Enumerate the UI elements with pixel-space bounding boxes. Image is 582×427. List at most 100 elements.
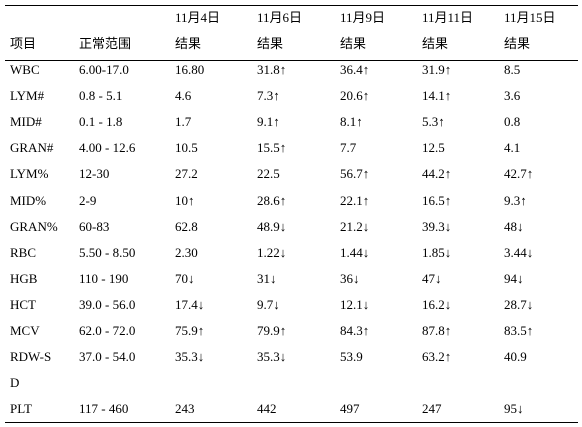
row-value: 8.5 bbox=[504, 62, 521, 77]
row-value: 10↑ bbox=[175, 193, 195, 208]
row-value: 2.30 bbox=[175, 245, 198, 260]
row-value: 70↓ bbox=[175, 271, 195, 286]
row-item: LYM# bbox=[10, 88, 45, 103]
row-value: 247 bbox=[422, 401, 442, 416]
row-value: 27.2 bbox=[175, 166, 198, 181]
header-date: 11月15日 bbox=[504, 10, 556, 25]
row-value: 16.5↑ bbox=[422, 193, 452, 208]
row-value: 3.44↓ bbox=[504, 245, 534, 260]
row-value: 14.1↑ bbox=[422, 88, 452, 103]
row-value: 10.5 bbox=[175, 140, 198, 155]
row-value: 1.7 bbox=[175, 114, 192, 129]
row-value: 5.3↑ bbox=[422, 114, 445, 129]
header-date: 11月11日 bbox=[422, 10, 474, 25]
header-date: 11月4日 bbox=[175, 10, 221, 25]
row-value: 36.4↑ bbox=[340, 62, 370, 77]
row-value: 20.6↑ bbox=[340, 88, 370, 103]
row-item: GRAN% bbox=[10, 219, 58, 234]
row-value: 28.7↓ bbox=[504, 297, 534, 312]
row-value: 7.3↑ bbox=[257, 88, 280, 103]
row-range: 39.0 - 56.0 bbox=[79, 297, 136, 312]
row-value: 7.7 bbox=[340, 140, 357, 155]
row-value: 31↓ bbox=[257, 271, 277, 286]
row-range: 4.00 - 12.6 bbox=[79, 140, 136, 155]
row-value: 12.5 bbox=[422, 140, 445, 155]
row-value: 3.6 bbox=[504, 88, 521, 103]
row-value: 75.9↑ bbox=[175, 323, 205, 338]
row-value: 79.9↑ bbox=[257, 323, 287, 338]
row-value: 35.3↓ bbox=[257, 349, 287, 364]
row-value: 87.8↑ bbox=[422, 323, 452, 338]
row-value: 47↓ bbox=[422, 271, 442, 286]
row-value: 497 bbox=[340, 401, 360, 416]
header-date: 11月9日 bbox=[340, 10, 386, 25]
row-range: 62.0 - 72.0 bbox=[79, 323, 136, 338]
row-value: 53.9 bbox=[340, 349, 363, 364]
row-value: 42.7↑ bbox=[504, 166, 534, 181]
header-item: 项目 bbox=[10, 36, 37, 51]
row-item: RDW-S bbox=[10, 349, 52, 364]
row-value: 48↓ bbox=[504, 219, 524, 234]
row-value: 31.9↑ bbox=[422, 62, 452, 77]
row-range: 60-83 bbox=[79, 219, 110, 234]
row-value: 39.3↓ bbox=[422, 219, 452, 234]
row-item: MID# bbox=[10, 114, 42, 129]
row-value: 1.44↓ bbox=[340, 245, 370, 260]
row-item: WBC bbox=[10, 62, 40, 77]
row-value: 28.6↑ bbox=[257, 193, 287, 208]
row-range: 6.00-17.0 bbox=[79, 62, 129, 77]
row-value: 63.2↑ bbox=[422, 349, 452, 364]
row-value: 83.5↑ bbox=[504, 323, 534, 338]
row-range: 2-9 bbox=[79, 193, 97, 208]
row-value: 0.8 bbox=[504, 114, 521, 129]
header-result: 结果 bbox=[504, 36, 531, 51]
row-item: RBC bbox=[10, 245, 37, 260]
row-value: 4.1 bbox=[504, 140, 521, 155]
header-rule bbox=[5, 60, 578, 61]
row-range: 0.8 - 5.1 bbox=[79, 88, 123, 103]
row-range: 37.0 - 54.0 bbox=[79, 349, 136, 364]
header-result: 结果 bbox=[257, 36, 284, 51]
row-value: 21.2↓ bbox=[340, 219, 370, 234]
row-value: 4.6 bbox=[175, 88, 192, 103]
header-result: 结果 bbox=[340, 36, 367, 51]
row-value: 9.1↑ bbox=[257, 114, 280, 129]
row-value: 44.2↑ bbox=[422, 166, 452, 181]
row-value: 56.7↑ bbox=[340, 166, 370, 181]
row-value: 9.3↑ bbox=[504, 193, 527, 208]
row-value: 8.1↑ bbox=[340, 114, 363, 129]
row-item: HGB bbox=[10, 271, 38, 286]
row-value: 1.22↓ bbox=[257, 245, 287, 260]
row-value: 1.85↓ bbox=[422, 245, 452, 260]
row-value: 94↓ bbox=[504, 271, 524, 286]
header-result: 结果 bbox=[422, 36, 449, 51]
row-value: 22.5 bbox=[257, 166, 280, 181]
row-value: 95↓ bbox=[504, 401, 524, 416]
row-value: 84.3↑ bbox=[340, 323, 370, 338]
bottom-rule bbox=[5, 422, 578, 423]
row-value: 36↓ bbox=[340, 271, 360, 286]
row-value: 40.9 bbox=[504, 349, 527, 364]
row-range: 110 - 190 bbox=[79, 271, 129, 286]
row-value: 243 bbox=[175, 401, 195, 416]
row-value: 62.8 bbox=[175, 219, 198, 234]
header-range: 正常范围 bbox=[79, 36, 132, 51]
row-item: LYM% bbox=[10, 166, 49, 181]
row-item: PLT bbox=[10, 401, 32, 416]
row-value: 16.2↓ bbox=[422, 297, 452, 312]
row-range: 0.1 - 1.8 bbox=[79, 114, 123, 129]
row-value: 15.5↑ bbox=[257, 140, 287, 155]
row-value: 17.4↓ bbox=[175, 297, 205, 312]
row-value: 16.80 bbox=[175, 62, 205, 77]
row-item: HCT bbox=[10, 297, 36, 312]
row-item: GRAN# bbox=[10, 140, 54, 155]
row-value: 442 bbox=[257, 401, 277, 416]
row-item-wrap: D bbox=[10, 375, 20, 390]
row-value: 35.3↓ bbox=[175, 349, 205, 364]
row-value: 22.1↑ bbox=[340, 193, 370, 208]
row-item: MID% bbox=[10, 193, 47, 208]
row-range: 12-30 bbox=[79, 166, 110, 181]
row-item: MCV bbox=[10, 323, 40, 338]
header-result: 结果 bbox=[175, 36, 202, 51]
